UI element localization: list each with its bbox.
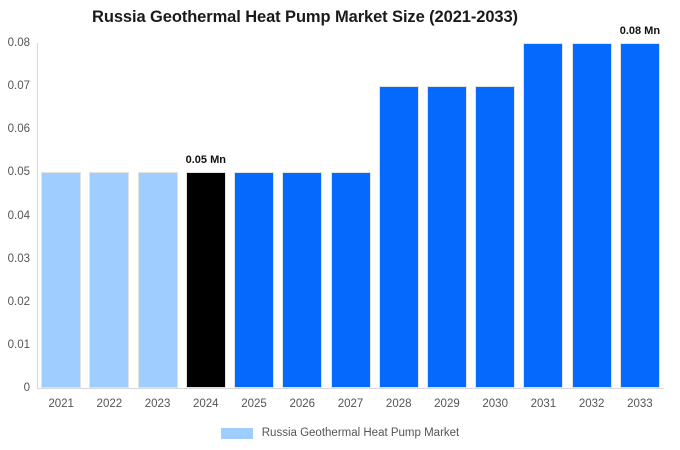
bar-slot bbox=[234, 43, 275, 388]
bar-slot bbox=[41, 43, 82, 388]
bar-slot bbox=[426, 43, 467, 388]
chart-title: Russia Geothermal Heat Pump Market Size … bbox=[92, 8, 518, 26]
y-axis-tick: 0.07 bbox=[7, 80, 30, 93]
bar-2033[interactable] bbox=[619, 43, 660, 388]
x-axis-tick: 2023 bbox=[144, 398, 171, 410]
y-axis-tick: 0.04 bbox=[7, 209, 30, 222]
x-axis-tick: 2030 bbox=[482, 398, 508, 410]
y-axis-tick: 0.05 bbox=[7, 166, 30, 179]
y-axis-tick: 0.06 bbox=[7, 123, 30, 136]
x-axis-tick: 2033 bbox=[627, 398, 653, 410]
bar-slot: 0.05 Mn bbox=[186, 43, 226, 388]
plot-area: 0.08 0.07 0.06 0.05 0.04 0.03 0.02 0.01 0 0.05 M… bbox=[8, 25, 664, 394]
bar-value-label: 0.05 Mn bbox=[185, 154, 226, 167]
bar-slot bbox=[475, 43, 516, 388]
bar-slot bbox=[282, 43, 323, 388]
bar-slot bbox=[378, 43, 419, 388]
x-axis-tick: 2025 bbox=[241, 398, 267, 410]
y-axis-tick: 0.02 bbox=[7, 295, 30, 308]
bar-slot bbox=[523, 43, 564, 388]
bar-slot bbox=[571, 43, 612, 388]
x-axis-tick: 2027 bbox=[337, 398, 364, 410]
legend-color-swatch bbox=[220, 427, 253, 439]
bar-2029[interactable] bbox=[426, 86, 467, 388]
bar-2027[interactable] bbox=[330, 172, 371, 388]
bar-2024[interactable] bbox=[185, 172, 226, 388]
y-axis-tick: 0.08 bbox=[7, 37, 30, 49]
bar-2032[interactable] bbox=[571, 43, 612, 388]
bar-2023[interactable] bbox=[137, 172, 178, 388]
y-axis-tick: 0 bbox=[23, 382, 30, 394]
bar-2021[interactable] bbox=[41, 172, 82, 388]
x-axis-tick: 2032 bbox=[578, 398, 605, 410]
bar-slot: 0.08 Mn bbox=[619, 25, 660, 388]
bar-value-label: 0.08 Mn bbox=[619, 25, 661, 37]
bar-2022[interactable] bbox=[89, 172, 130, 388]
bar-2031[interactable] bbox=[523, 43, 564, 388]
bar-slot bbox=[89, 43, 130, 388]
bar-2030[interactable] bbox=[475, 86, 516, 388]
y-axis-tick: 0.03 bbox=[7, 252, 30, 265]
y-axis-line bbox=[37, 43, 38, 388]
x-axis-tick: 2031 bbox=[530, 398, 557, 410]
x-axis-tick: 2028 bbox=[385, 398, 412, 410]
bar-slot bbox=[330, 43, 371, 388]
bar-slot bbox=[137, 43, 178, 388]
x-axis-tick: 2026 bbox=[289, 398, 316, 410]
y-axis-tick: 0.01 bbox=[7, 338, 30, 351]
x-axis-tick: 2022 bbox=[96, 398, 123, 410]
legend-item-label: Russia Geothermal Heat Pump Market bbox=[261, 427, 460, 439]
bar-2025[interactable] bbox=[234, 172, 275, 388]
x-axis-tick: 2021 bbox=[48, 398, 74, 410]
x-axis-line bbox=[37, 388, 664, 389]
bar-2026[interactable] bbox=[282, 172, 323, 388]
bar-series: 0.05 Mn 0.08 Mn bbox=[37, 25, 664, 388]
chart-legend: Russia Geothermal Heat Pump Market bbox=[0, 427, 680, 439]
x-axis-tick: 2024 bbox=[193, 398, 219, 410]
legend-item[interactable]: Russia Geothermal Heat Pump Market bbox=[220, 427, 460, 439]
bar-2028[interactable] bbox=[378, 86, 419, 388]
x-axis-tick: 2029 bbox=[434, 398, 460, 410]
